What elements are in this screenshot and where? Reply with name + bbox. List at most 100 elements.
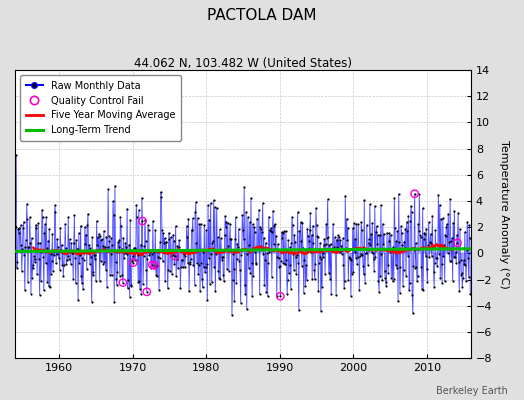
Point	[134, 252, 142, 258]
Point	[125, 241, 133, 248]
Point	[230, 266, 238, 272]
Point	[272, 293, 281, 299]
Point	[42, 214, 50, 220]
Point	[121, 240, 129, 246]
Point	[455, 288, 464, 294]
Point	[351, 249, 359, 256]
Point	[61, 220, 70, 227]
Point	[50, 252, 58, 259]
Point	[458, 284, 466, 290]
Point	[183, 234, 191, 240]
Point	[405, 213, 413, 219]
Point	[141, 238, 150, 244]
Point	[293, 209, 302, 215]
Point	[103, 284, 111, 290]
Point	[41, 260, 50, 266]
Point	[87, 254, 95, 260]
Point	[145, 227, 153, 233]
Point	[306, 210, 314, 216]
Point	[293, 252, 301, 258]
Point	[329, 221, 337, 227]
Point	[368, 220, 376, 226]
Point	[330, 244, 339, 250]
Point	[336, 248, 344, 255]
Point	[452, 248, 460, 255]
Point	[353, 253, 362, 260]
Point	[168, 271, 176, 278]
Point	[388, 278, 397, 284]
Point	[227, 236, 235, 242]
Point	[53, 236, 61, 242]
Point	[424, 219, 433, 226]
Point	[358, 252, 367, 258]
Point	[114, 244, 123, 250]
Point	[118, 280, 127, 286]
Point	[429, 244, 437, 250]
Point	[226, 247, 235, 253]
Point	[410, 190, 419, 197]
Point	[89, 272, 97, 278]
Point	[182, 249, 190, 255]
Point	[215, 275, 223, 281]
Point	[312, 222, 321, 228]
Point	[207, 250, 215, 257]
Point	[102, 234, 111, 240]
Point	[333, 244, 342, 250]
Point	[254, 244, 263, 250]
Point	[189, 215, 197, 222]
Point	[147, 251, 156, 258]
Point	[434, 192, 443, 198]
Point	[294, 307, 303, 313]
Point	[287, 286, 295, 292]
Point	[103, 244, 112, 251]
Point	[105, 238, 114, 244]
Point	[80, 250, 89, 256]
Point	[369, 249, 377, 256]
Point	[447, 257, 455, 264]
Point	[117, 245, 126, 252]
Point	[266, 226, 274, 233]
Point	[58, 262, 67, 268]
Point	[262, 289, 270, 296]
Point	[278, 234, 287, 241]
Point	[409, 310, 417, 316]
Point	[118, 272, 126, 278]
Point	[414, 228, 423, 234]
Point	[377, 202, 385, 208]
Point	[72, 237, 81, 243]
Point	[65, 256, 73, 262]
Point	[265, 214, 273, 220]
Point	[130, 244, 138, 251]
Point	[402, 273, 410, 279]
Point	[406, 280, 414, 286]
Point	[464, 274, 473, 280]
Point	[213, 247, 222, 253]
Point	[392, 238, 400, 244]
Point	[316, 240, 324, 246]
Point	[118, 280, 127, 286]
Point	[319, 253, 328, 260]
Point	[400, 245, 409, 251]
Point	[309, 222, 317, 229]
Point	[255, 206, 263, 213]
Point	[383, 230, 391, 236]
Point	[29, 262, 37, 268]
Point	[175, 237, 183, 244]
Point	[445, 239, 453, 245]
Point	[370, 203, 379, 209]
Point	[372, 229, 380, 235]
Point	[439, 215, 447, 222]
Point	[52, 260, 60, 266]
Point	[400, 238, 408, 245]
Point	[427, 240, 435, 246]
Point	[49, 248, 58, 254]
Point	[283, 277, 292, 284]
Point	[99, 243, 107, 249]
Point	[373, 241, 381, 248]
Point	[255, 291, 264, 298]
Point	[416, 232, 424, 238]
Point	[276, 293, 285, 300]
Point	[19, 225, 27, 231]
Point	[359, 263, 367, 269]
Point	[230, 298, 238, 304]
